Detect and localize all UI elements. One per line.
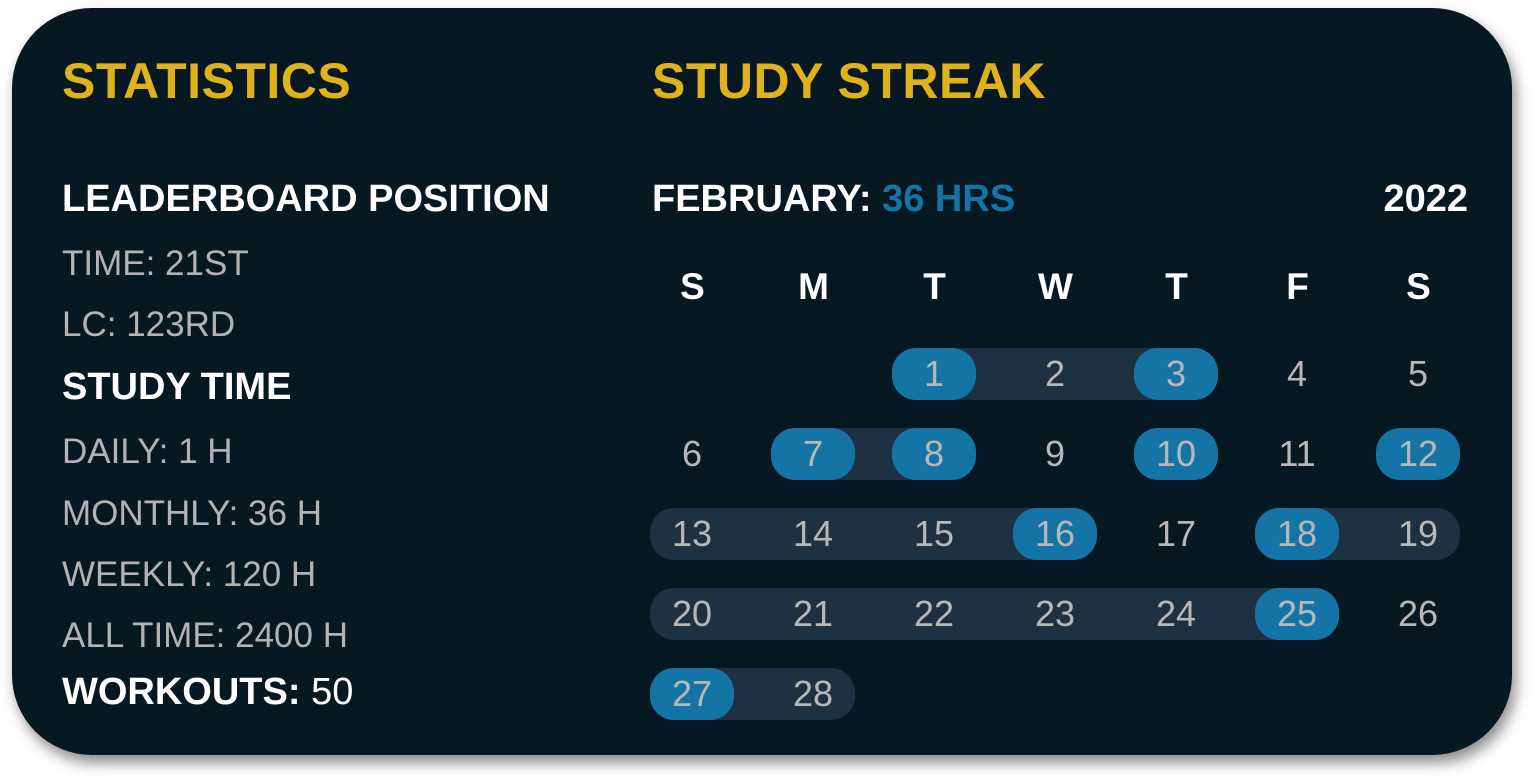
study-time-weekly: WEEKLY: 120 H xyxy=(62,555,317,594)
calendar-day[interactable]: 2 xyxy=(1044,353,1066,394)
study-time-all-time: ALL TIME: 2400 H xyxy=(62,616,348,655)
weekday-header: M xyxy=(798,266,829,307)
calendar-day[interactable]: 22 xyxy=(913,593,955,634)
weekday-header: S xyxy=(680,266,705,307)
weekday-header: F xyxy=(1286,266,1309,307)
calendar-day-studied[interactable]: 8 xyxy=(892,428,976,480)
calendar-day[interactable]: 28 xyxy=(792,673,834,714)
calendar-day-studied[interactable]: 7 xyxy=(771,428,855,480)
calendar-day[interactable]: 13 xyxy=(671,513,713,554)
weekday-header: T xyxy=(1165,266,1188,307)
calendar-day[interactable]: 21 xyxy=(792,593,834,634)
study-streak-title: STUDY STREAK xyxy=(652,53,1047,109)
month-label: FEBRUARY: xyxy=(652,178,872,220)
workouts-row: WORKOUTS: 50 xyxy=(62,671,353,714)
weekday-header: S xyxy=(1406,266,1431,307)
weekday-header: T xyxy=(923,266,946,307)
statistics-title: STATISTICS xyxy=(62,53,352,109)
calendar-day-studied[interactable]: 3 xyxy=(1134,348,1218,400)
calendar-day-studied[interactable]: 10 xyxy=(1134,428,1218,480)
calendar-day-studied[interactable]: 18 xyxy=(1255,508,1339,560)
calendar-day[interactable]: 24 xyxy=(1155,593,1197,634)
year-label: 2022 xyxy=(1383,178,1468,220)
calendar-day-studied[interactable]: 12 xyxy=(1376,428,1460,480)
calendar-day[interactable]: 20 xyxy=(671,593,713,634)
calendar-day[interactable]: 17 xyxy=(1155,513,1197,554)
calendar-day[interactable]: 26 xyxy=(1397,593,1439,634)
leaderboard-heading: LEADERBOARD POSITION xyxy=(62,178,550,220)
leaderboard-time: TIME: 21ST xyxy=(62,244,249,283)
calendar-day-studied[interactable]: 1 xyxy=(892,348,976,400)
workouts-value: 50 xyxy=(311,671,354,713)
calendar-day[interactable]: 15 xyxy=(913,513,955,554)
streak-bar xyxy=(650,588,1339,640)
month-summary: FEBRUARY: 36 HRS xyxy=(652,178,1015,221)
calendar-day[interactable]: 9 xyxy=(1044,433,1066,474)
month-hours: 36 HRS xyxy=(882,178,1016,220)
calendar-day[interactable]: 23 xyxy=(1034,593,1076,634)
calendar-day[interactable]: 14 xyxy=(792,513,834,554)
calendar-day[interactable]: 19 xyxy=(1397,513,1439,554)
calendar-day[interactable]: 5 xyxy=(1407,353,1429,394)
calendar-day-studied[interactable]: 27 xyxy=(650,668,734,720)
calendar-day-studied[interactable]: 16 xyxy=(1013,508,1097,560)
calendar-day[interactable]: 4 xyxy=(1286,353,1308,394)
workouts-label: WORKOUTS: xyxy=(62,671,301,713)
calendar-day[interactable]: 6 xyxy=(681,433,703,474)
study-time-daily: DAILY: 1 H xyxy=(62,432,233,471)
calendar-day-studied[interactable]: 25 xyxy=(1255,588,1339,640)
study-time-monthly: MONTHLY: 36 H xyxy=(62,494,322,533)
leaderboard-lc: LC: 123RD xyxy=(62,305,236,344)
calendar-day[interactable]: 11 xyxy=(1278,433,1316,474)
study-time-heading: STUDY TIME xyxy=(62,366,292,408)
weekday-header: W xyxy=(1038,266,1073,307)
